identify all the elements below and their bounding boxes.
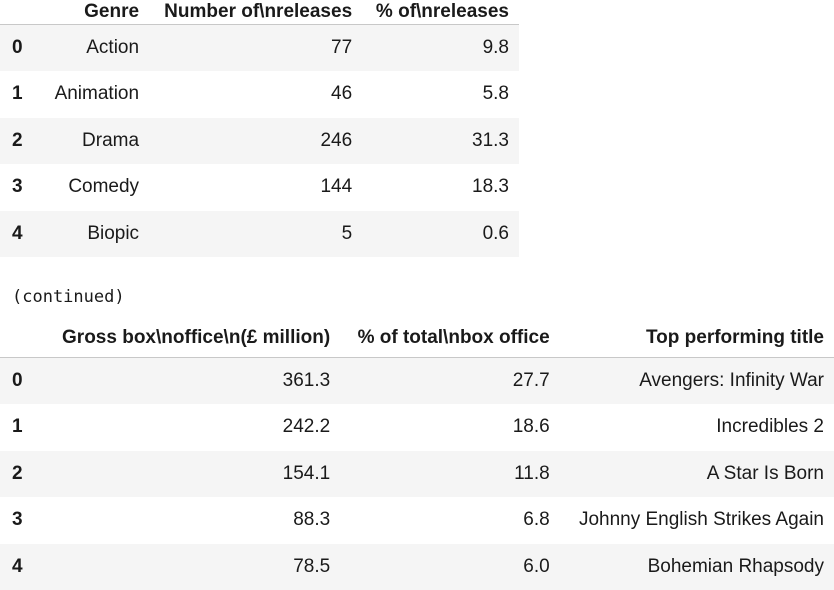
top-title-cell: Avengers: Infinity War	[560, 358, 834, 405]
releases-count-cell: 246	[149, 118, 362, 165]
gross-box-office-cell: 361.3	[42, 358, 340, 405]
top-title-cell: Bohemian Rhapsody	[560, 544, 834, 590]
top-title-header: Top performing title	[560, 319, 834, 358]
table-header: Genre Number of\nreleases % of\nreleases	[0, 0, 519, 25]
top-title-cell: A Star Is Born	[560, 451, 834, 498]
table-row: 4 78.5 6.0 Bohemian Rhapsody	[0, 544, 834, 590]
row-index: 4	[0, 544, 42, 590]
row-index: 4	[0, 211, 42, 258]
box-office-percent-cell: 11.8	[340, 451, 560, 498]
index-header	[0, 0, 42, 25]
table-row: 3 88.3 6.8 Johnny English Strikes Again	[0, 497, 834, 544]
box-office-percent-cell: 6.8	[340, 497, 560, 544]
table-row: 0 Action 77 9.8	[0, 25, 519, 72]
table-row: 3 Comedy 144 18.3	[0, 164, 519, 211]
box-office-percent-cell: 18.6	[340, 404, 560, 451]
releases-count-cell: 77	[149, 25, 362, 72]
releases-percent-header: % of\nreleases	[362, 0, 519, 25]
box-office-percent-header: % of total\nbox office	[340, 319, 560, 358]
releases-count-header: Number of\nreleases	[149, 0, 362, 25]
header-row: Genre Number of\nreleases % of\nreleases	[0, 0, 519, 25]
table-row: 1 242.2 18.6 Incredibles 2	[0, 404, 834, 451]
header-row: Gross box\noffice\n(£ million) % of tota…	[0, 319, 834, 358]
genre-cell: Animation	[42, 71, 149, 118]
releases-count-cell: 5	[149, 211, 362, 258]
row-index: 0	[0, 25, 42, 72]
genre-releases-table: Genre Number of\nreleases % of\nreleases…	[0, 0, 519, 257]
table-row: 1 Animation 46 5.8	[0, 71, 519, 118]
row-index: 2	[0, 451, 42, 498]
row-index: 1	[0, 71, 42, 118]
index-header	[0, 319, 42, 358]
box-office-percent-cell: 27.7	[340, 358, 560, 405]
genre-cell: Biopic	[42, 211, 149, 258]
row-index: 2	[0, 118, 42, 165]
gross-box-office-cell: 88.3	[42, 497, 340, 544]
gross-box-office-header: Gross box\noffice\n(£ million)	[42, 319, 340, 358]
genre-header: Genre	[42, 0, 149, 25]
table-row: 0 361.3 27.7 Avengers: Infinity War	[0, 358, 834, 405]
releases-count-cell: 46	[149, 71, 362, 118]
genre-cell: Comedy	[42, 164, 149, 211]
releases-percent-cell: 31.3	[362, 118, 519, 165]
releases-percent-cell: 9.8	[362, 25, 519, 72]
row-index: 1	[0, 404, 42, 451]
gross-box-office-cell: 154.1	[42, 451, 340, 498]
table-row: 4 Biopic 5 0.6	[0, 211, 519, 258]
box-office-percent-cell: 6.0	[340, 544, 560, 590]
gross-box-office-cell: 242.2	[42, 404, 340, 451]
releases-count-cell: 144	[149, 164, 362, 211]
table-row: 2 Drama 246 31.3	[0, 118, 519, 165]
genre-cell: Action	[42, 25, 149, 72]
row-index: 3	[0, 497, 42, 544]
box-office-table: Gross box\noffice\n(£ million) % of tota…	[0, 319, 834, 590]
continued-label: (continued)	[12, 287, 125, 307]
top-title-cell: Incredibles 2	[560, 404, 834, 451]
releases-percent-cell: 18.3	[362, 164, 519, 211]
top-title-cell: Johnny English Strikes Again	[560, 497, 834, 544]
genre-cell: Drama	[42, 118, 149, 165]
table-header: Gross box\noffice\n(£ million) % of tota…	[0, 319, 834, 358]
table-row: 2 154.1 11.8 A Star Is Born	[0, 451, 834, 498]
row-index: 3	[0, 164, 42, 211]
releases-percent-cell: 0.6	[362, 211, 519, 258]
gross-box-office-cell: 78.5	[42, 544, 340, 590]
row-index: 0	[0, 358, 42, 405]
releases-percent-cell: 5.8	[362, 71, 519, 118]
